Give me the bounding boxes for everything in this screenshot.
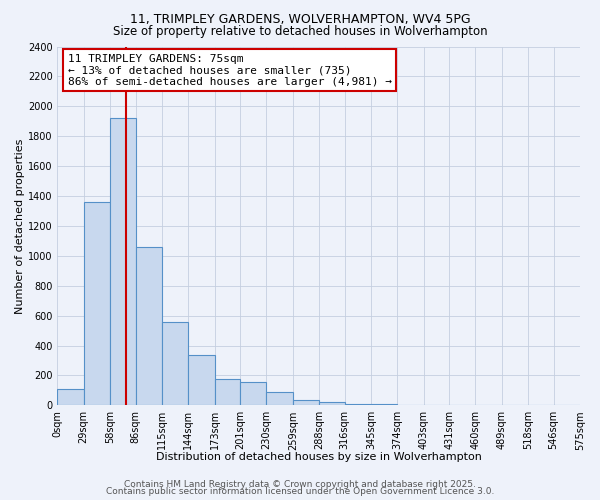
Bar: [188, 354, 215, 406]
Bar: [110, 118, 136, 406]
Bar: [319, 402, 344, 406]
Text: 11 TRIMPLEY GARDENS: 75sqm
← 13% of detached houses are smaller (735)
86% of sem: 11 TRIMPLEY GARDENS: 75sqm ← 13% of deta…: [68, 54, 392, 87]
X-axis label: Distribution of detached houses by size in Wolverhampton: Distribution of detached houses by size …: [156, 452, 482, 462]
Text: Size of property relative to detached houses in Wolverhampton: Size of property relative to detached ho…: [113, 25, 487, 38]
Bar: [84, 202, 110, 406]
Bar: [344, 404, 371, 406]
Bar: [266, 392, 293, 406]
Bar: [293, 400, 319, 406]
Bar: [371, 404, 397, 406]
Bar: [240, 382, 266, 406]
Bar: [215, 379, 240, 406]
Bar: [424, 405, 449, 406]
Bar: [162, 322, 188, 406]
Text: 11, TRIMPLEY GARDENS, WOLVERHAMPTON, WV4 5PG: 11, TRIMPLEY GARDENS, WOLVERHAMPTON, WV4…: [130, 12, 470, 26]
Bar: [136, 247, 162, 406]
Bar: [58, 389, 84, 406]
Text: Contains public sector information licensed under the Open Government Licence 3.: Contains public sector information licen…: [106, 487, 494, 496]
Y-axis label: Number of detached properties: Number of detached properties: [15, 138, 25, 314]
Bar: [397, 404, 424, 406]
Text: Contains HM Land Registry data © Crown copyright and database right 2025.: Contains HM Land Registry data © Crown c…: [124, 480, 476, 489]
